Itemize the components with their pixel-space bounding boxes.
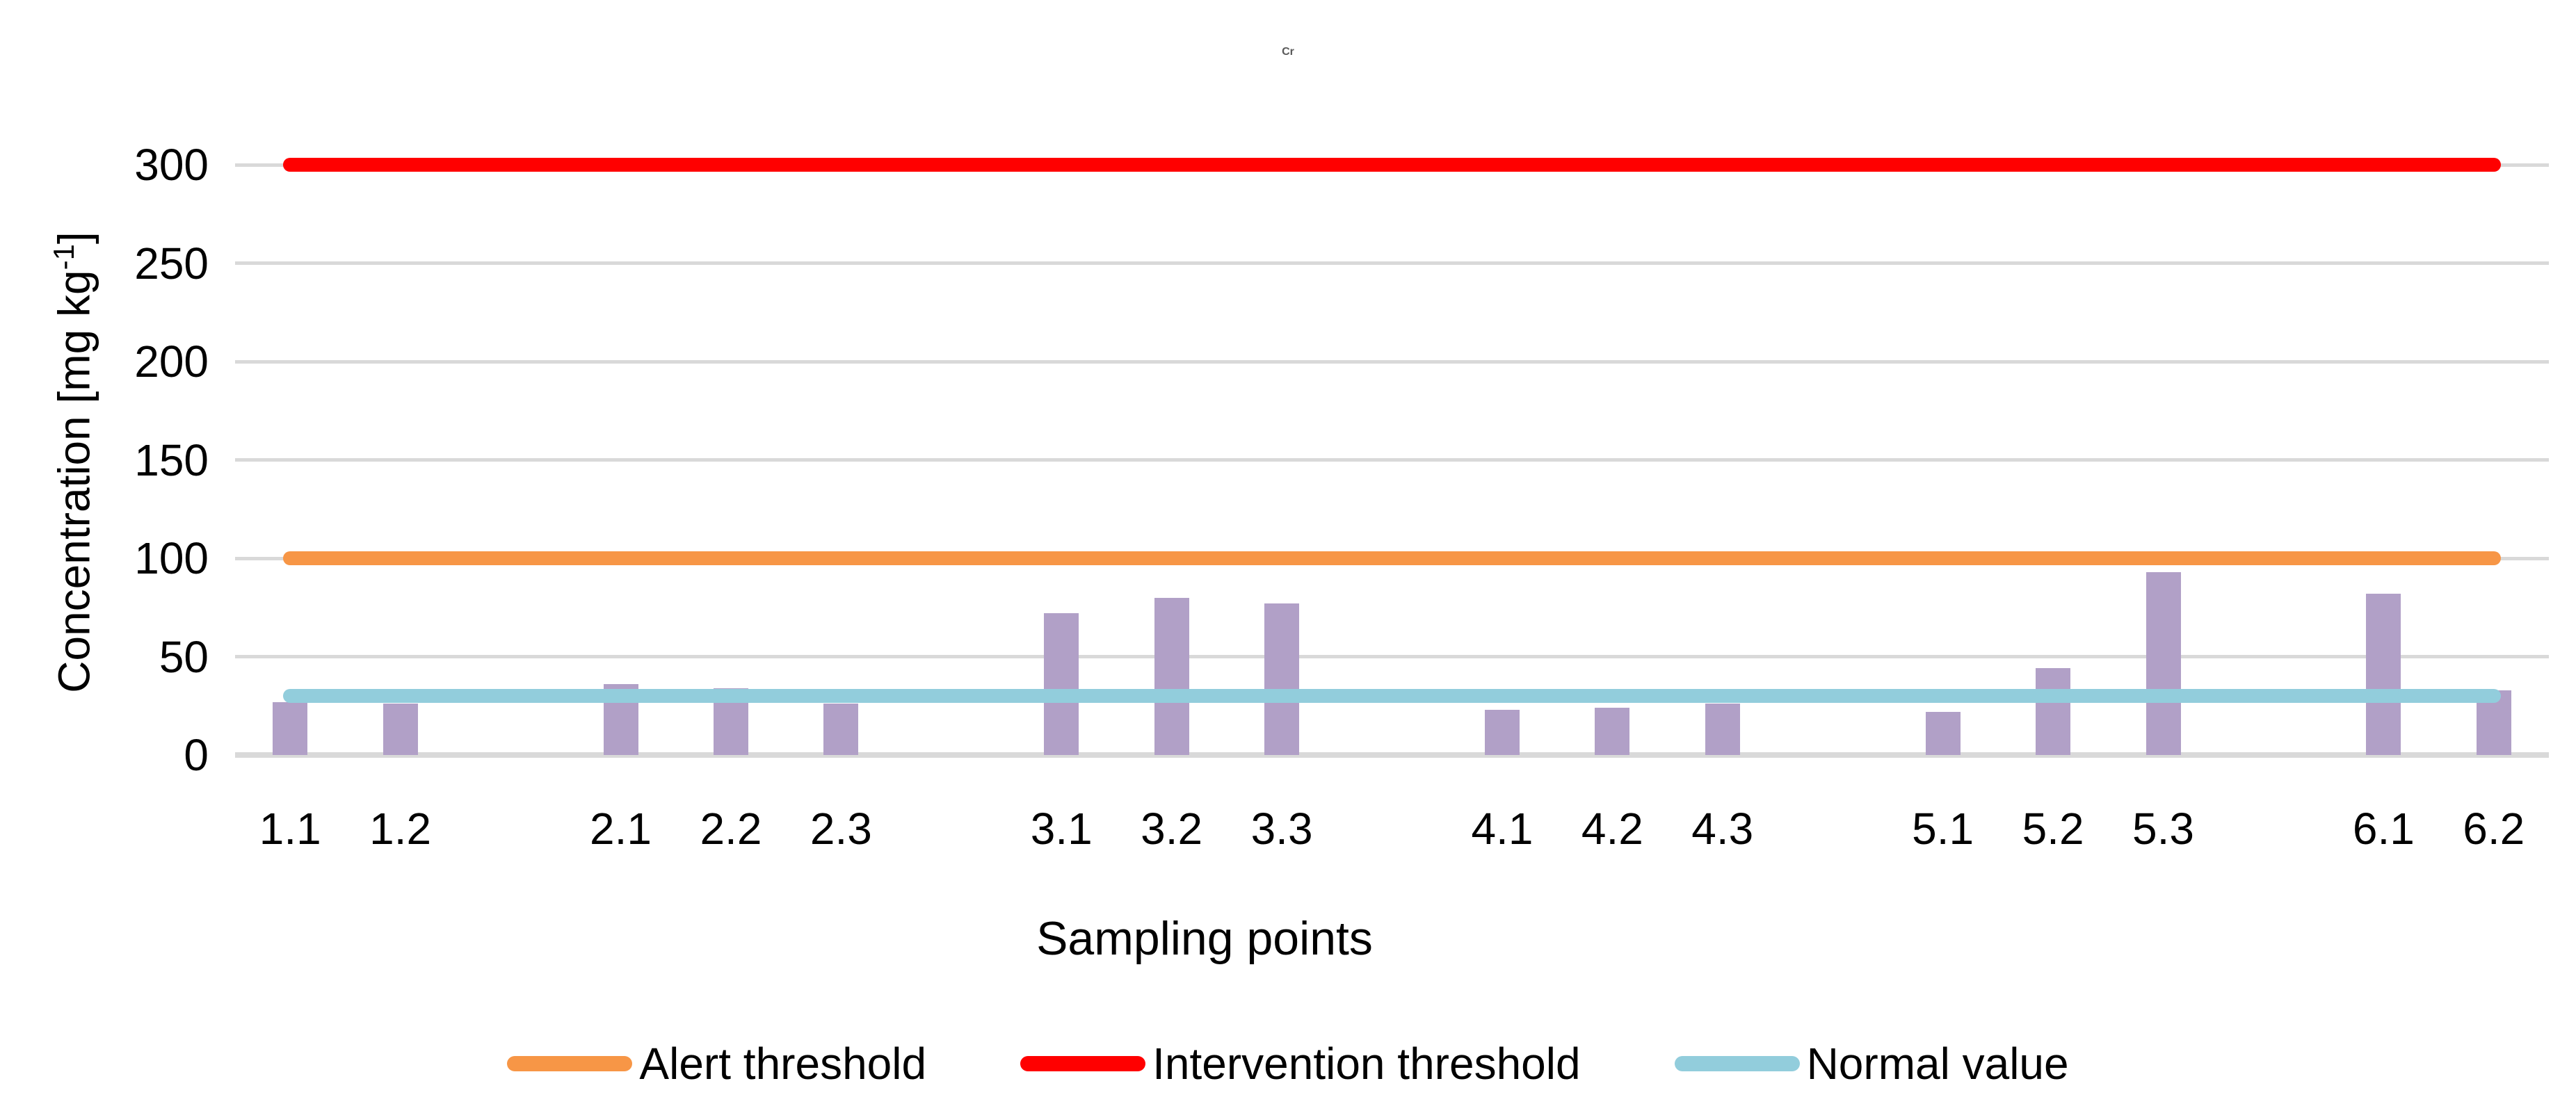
y-tick-label-300: 300 (134, 140, 209, 190)
x-tick-label-3.3: 3.3 (1250, 804, 1313, 854)
x-tick-label-2.2: 2.2 (700, 804, 762, 854)
legend-item-normal-value: Normal value (1674, 1037, 2069, 1090)
legend-swatch-normal-value (1674, 1056, 1800, 1071)
bar-5.1 (1925, 711, 1961, 755)
bar-3.2 (1154, 597, 1189, 755)
series-line-intervention-threshold (283, 158, 2501, 172)
x-tick-label-2.1: 2.1 (590, 804, 652, 854)
bar-1.1 (273, 701, 308, 755)
legend-label-normal-value: Normal value (1806, 1039, 2069, 1089)
x-tick-label-5.1: 5.1 (1912, 804, 1974, 854)
series-line-alert-threshold (283, 551, 2501, 565)
x-tick-label-5.3: 5.3 (2132, 804, 2194, 854)
x-tick-label-4.1: 4.1 (1471, 804, 1533, 854)
y-axis-title-superscript: -1 (47, 244, 80, 270)
gridline-y-50 (235, 655, 2549, 658)
bar-6.1 (2366, 593, 2401, 755)
y-axis-title: Concentration [mg kg-1] (35, 129, 99, 796)
x-tick-label-6.1: 6.1 (2352, 804, 2415, 854)
bar-5.2 (2036, 668, 2071, 755)
legend-label-alert-threshold: Alert threshold (639, 1039, 927, 1089)
gridline-y-150 (235, 458, 2549, 462)
gridline-y-200 (235, 359, 2549, 364)
x-tick-label-3.1: 3.1 (1030, 804, 1093, 854)
gridline-y-0 (235, 752, 2549, 758)
x-tick-label-5.2: 5.2 (2022, 804, 2084, 854)
x-tick-label-2.3: 2.3 (810, 804, 872, 854)
bar-3.3 (1264, 603, 1300, 755)
bar-5.3 (2146, 571, 2181, 755)
x-tick-label-1.2: 1.2 (369, 804, 432, 854)
bar-1.2 (383, 704, 418, 755)
gridline-y-250 (235, 261, 2549, 265)
x-tick-label-1.1: 1.1 (259, 804, 321, 854)
x-tick-label-4.3: 4.3 (1691, 804, 1754, 854)
y-tick-label-100: 100 (134, 533, 209, 583)
y-tick-label-0: 0 (184, 730, 209, 780)
bar-3.1 (1044, 613, 1079, 755)
chart-title: Cr (1282, 46, 1294, 58)
x-tick-label-3.2: 3.2 (1141, 804, 1203, 854)
bar-4.1 (1484, 709, 1520, 755)
legend: Alert threshold Intervention threshold Nor… (0, 1037, 2576, 1090)
legend-item-alert-threshold: Alert threshold (507, 1037, 926, 1090)
x-tick-label-6.2: 6.2 (2463, 804, 2525, 854)
series-line-normal-value (283, 689, 2501, 704)
y-tick-label-50: 50 (159, 631, 209, 682)
bar-2.3 (823, 704, 859, 755)
y-tick-label-150: 150 (134, 435, 209, 485)
x-axis-title: Sampling points (1036, 912, 1373, 965)
y-axis-title-text: Concentration [mg kg (49, 270, 99, 693)
y-axis-title-bracket: ] (49, 232, 99, 245)
legend-label-intervention-threshold: Intervention threshold (1152, 1039, 1581, 1089)
bar-4.3 (1705, 704, 1740, 755)
y-tick-label-250: 250 (134, 238, 209, 289)
legend-swatch-alert-threshold (507, 1056, 633, 1071)
y-tick-label-200: 200 (134, 336, 209, 387)
legend-item-intervention-threshold: Intervention threshold (1020, 1037, 1581, 1090)
bar-4.2 (1595, 708, 1630, 755)
x-tick-label-4.2: 4.2 (1581, 804, 1643, 854)
legend-swatch-intervention-threshold (1020, 1056, 1146, 1071)
